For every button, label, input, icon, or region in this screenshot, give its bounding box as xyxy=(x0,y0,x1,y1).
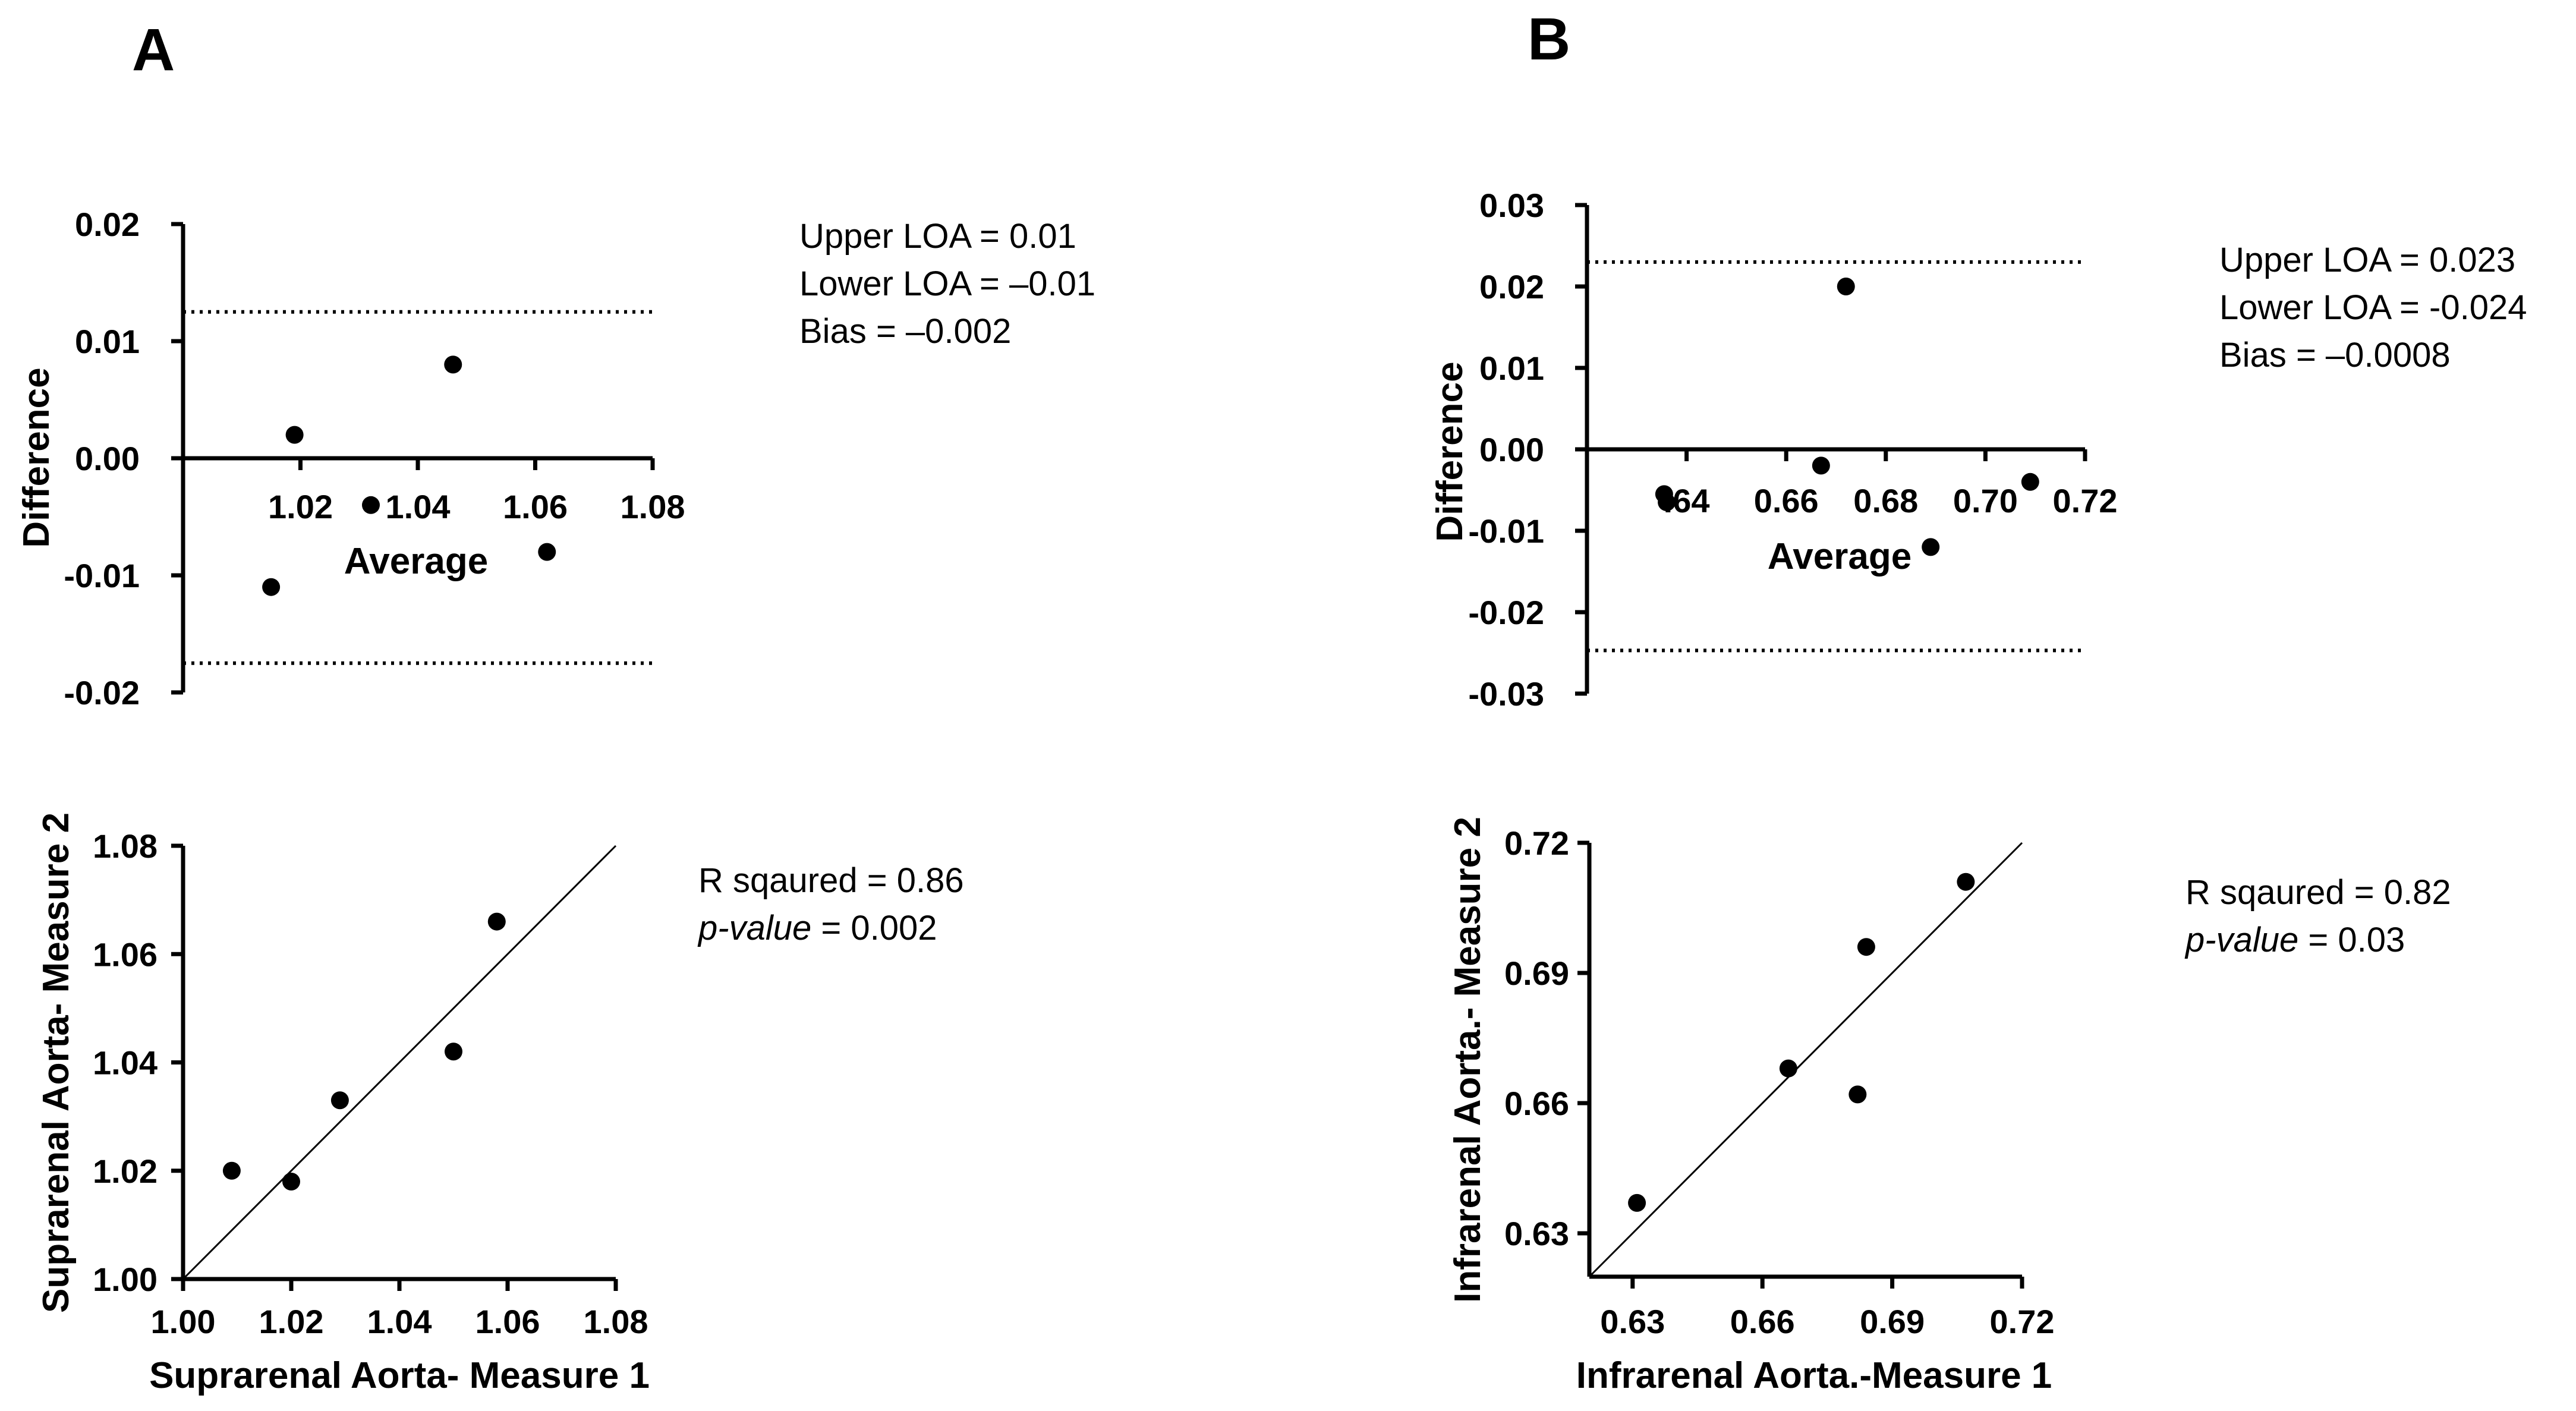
upper-loa-a: Upper LOA = 0.01 xyxy=(799,217,1076,256)
data-point xyxy=(222,1161,241,1180)
x-tick-label: 0.66 xyxy=(1730,1303,1795,1340)
lower-loa-b: Lower LOA = -0.024 xyxy=(2219,288,2527,327)
x-tick-label: 1.06 xyxy=(503,488,568,525)
x-tick-label: 1.02 xyxy=(268,488,333,525)
y-tick-label: -0.02 xyxy=(1468,594,1544,631)
y-tick-label: 0.69 xyxy=(1504,955,1569,992)
identity-line xyxy=(1588,842,2023,1278)
y-tick-label: -0.01 xyxy=(64,557,140,594)
x-tick-label: 1.08 xyxy=(584,1303,648,1340)
p-value-b: p-value = 0.03 xyxy=(2185,916,2451,964)
x-tick-label: 0.68 xyxy=(1853,482,1918,519)
x-axis-title: Suprarenal Aorta- Measure 1 xyxy=(149,1355,650,1396)
y-axis-title: Infrarenal Aorta.- Measure 2 xyxy=(1447,817,1488,1303)
y-tick-label: 0.00 xyxy=(75,440,140,477)
data-point xyxy=(362,496,380,514)
p-value-label-b: p-value xyxy=(2185,921,2299,959)
y-tick-label: 0.63 xyxy=(1504,1215,1569,1252)
data-point xyxy=(285,426,304,444)
bias-b: Bias = –0.0008 xyxy=(2219,336,2451,374)
data-point xyxy=(1837,278,1855,295)
y-tick-label: 0.01 xyxy=(75,323,140,360)
data-point xyxy=(1658,493,1676,512)
panel-letter-b: B xyxy=(1528,6,1570,73)
bland-altman-stats-a: Upper LOA = 0.01 Lower LOA = –0.01 Bias … xyxy=(799,213,1095,355)
x-tick-label: 1.08 xyxy=(621,488,685,525)
y-tick-label: 0.66 xyxy=(1504,1085,1569,1122)
x-axis-title: Average xyxy=(1768,536,1911,577)
data-point xyxy=(330,1091,349,1110)
p-value-text-b: = 0.03 xyxy=(2298,921,2405,959)
y-tick-label: 1.00 xyxy=(93,1261,158,1298)
p-value-text-a: = 0.002 xyxy=(811,909,937,947)
chart-B-correlation: 0.63 0.66 0.69 0.72 0.63 0.66 0.69 0.72 Infraren… xyxy=(1447,817,2055,1396)
panel-letter-a: A xyxy=(132,17,175,83)
y-tick-label: 0.00 xyxy=(1479,431,1544,468)
x-axis-title: Average xyxy=(344,541,488,582)
data-point xyxy=(445,1042,462,1061)
y-tick-label: -0.03 xyxy=(1468,675,1544,713)
data-point xyxy=(1957,873,1975,891)
x-tick-label: 0.66 xyxy=(1754,482,1819,519)
p-value-a: p-value = 0.002 xyxy=(698,905,964,952)
y-axis-title: Difference xyxy=(16,367,57,547)
data-point xyxy=(282,1172,300,1190)
data-point xyxy=(1848,1085,1867,1104)
y-tick-label: 0.01 xyxy=(1479,349,1544,387)
y-tick-label: 1.04 xyxy=(93,1044,158,1082)
charts-layer: 0.02 0.01 0.00 -0.01 -0.02 1.02 1.04 1.06 1.08 Av… xyxy=(16,187,2118,1396)
data-point xyxy=(444,355,462,374)
data-point xyxy=(487,912,506,931)
y-tick-label: 1.02 xyxy=(93,1152,158,1190)
p-value-label-a: p-value xyxy=(698,909,812,947)
y-tick-label: 1.06 xyxy=(93,936,158,973)
x-tick-label: 0.63 xyxy=(1600,1303,1665,1340)
chart-A-correlation: 1.00 1.02 1.04 1.06 1.08 1.00 1.02 1.04 1.06 1.08… xyxy=(36,812,650,1396)
chart-A-bland-altman: 0.02 0.01 0.00 -0.01 -0.02 1.02 1.04 1.06 1.08 Av… xyxy=(16,206,685,711)
x-tick-label: 1.06 xyxy=(475,1303,540,1340)
correlation-stats-b: R sqaured = 0.82 p-value = 0.03 xyxy=(2185,869,2451,964)
data-point xyxy=(1857,938,1875,956)
y-tick-label: 1.08 xyxy=(93,827,158,865)
upper-loa-b: Upper LOA = 0.023 xyxy=(2219,241,2516,279)
x-tick-label: 1.02 xyxy=(259,1303,324,1340)
y-tick-label: -0.01 xyxy=(1468,512,1544,550)
lower-loa-a: Lower LOA = –0.01 xyxy=(799,264,1096,303)
identity-line xyxy=(182,845,617,1280)
y-tick-label: 0.72 xyxy=(1504,824,1569,862)
r-squared-b: R sqaured = 0.82 xyxy=(2185,873,2451,912)
x-tick-label: 0.69 xyxy=(1860,1303,1925,1340)
y-tick-label: -0.02 xyxy=(64,674,140,711)
r-squared-a: R sqaured = 0.86 xyxy=(698,861,964,900)
y-tick-label: 0.02 xyxy=(1479,268,1544,305)
data-point xyxy=(2021,473,2039,491)
data-point xyxy=(538,543,556,561)
data-point xyxy=(1628,1193,1646,1212)
x-tick-label: 0.72 xyxy=(2053,482,2118,519)
data-point xyxy=(1779,1059,1797,1078)
data-point xyxy=(262,578,281,596)
y-tick-label: 0.02 xyxy=(75,206,140,243)
x-tick-label: 1.00 xyxy=(151,1303,216,1340)
x-tick-label: 0.70 xyxy=(1953,482,2018,519)
data-point xyxy=(1812,456,1830,475)
bias-a: Bias = –0.002 xyxy=(799,312,1012,351)
y-axis-title: Difference xyxy=(1429,361,1470,541)
correlation-stats-a: R sqaured = 0.86 p-value = 0.002 xyxy=(698,857,964,952)
x-tick-label: 0.72 xyxy=(1990,1303,2055,1340)
y-tick-label: 0.03 xyxy=(1479,187,1544,224)
chart-B-bland-altman: 0.030.020.010.00-0.01-0.02-0.03.64 0.66 0.… xyxy=(1429,187,2118,713)
bland-altman-stats-b: Upper LOA = 0.023 Lower LOA = -0.024 Bia… xyxy=(2219,237,2527,379)
y-axis-title: Suprarenal Aorta- Measure 2 xyxy=(36,812,77,1313)
x-axis-title: Infrarenal Aorta.-Measure 1 xyxy=(1576,1355,2052,1396)
x-tick-label: 1.04 xyxy=(386,488,451,525)
x-tick-label: 1.04 xyxy=(367,1303,432,1340)
data-point xyxy=(1922,538,1940,556)
